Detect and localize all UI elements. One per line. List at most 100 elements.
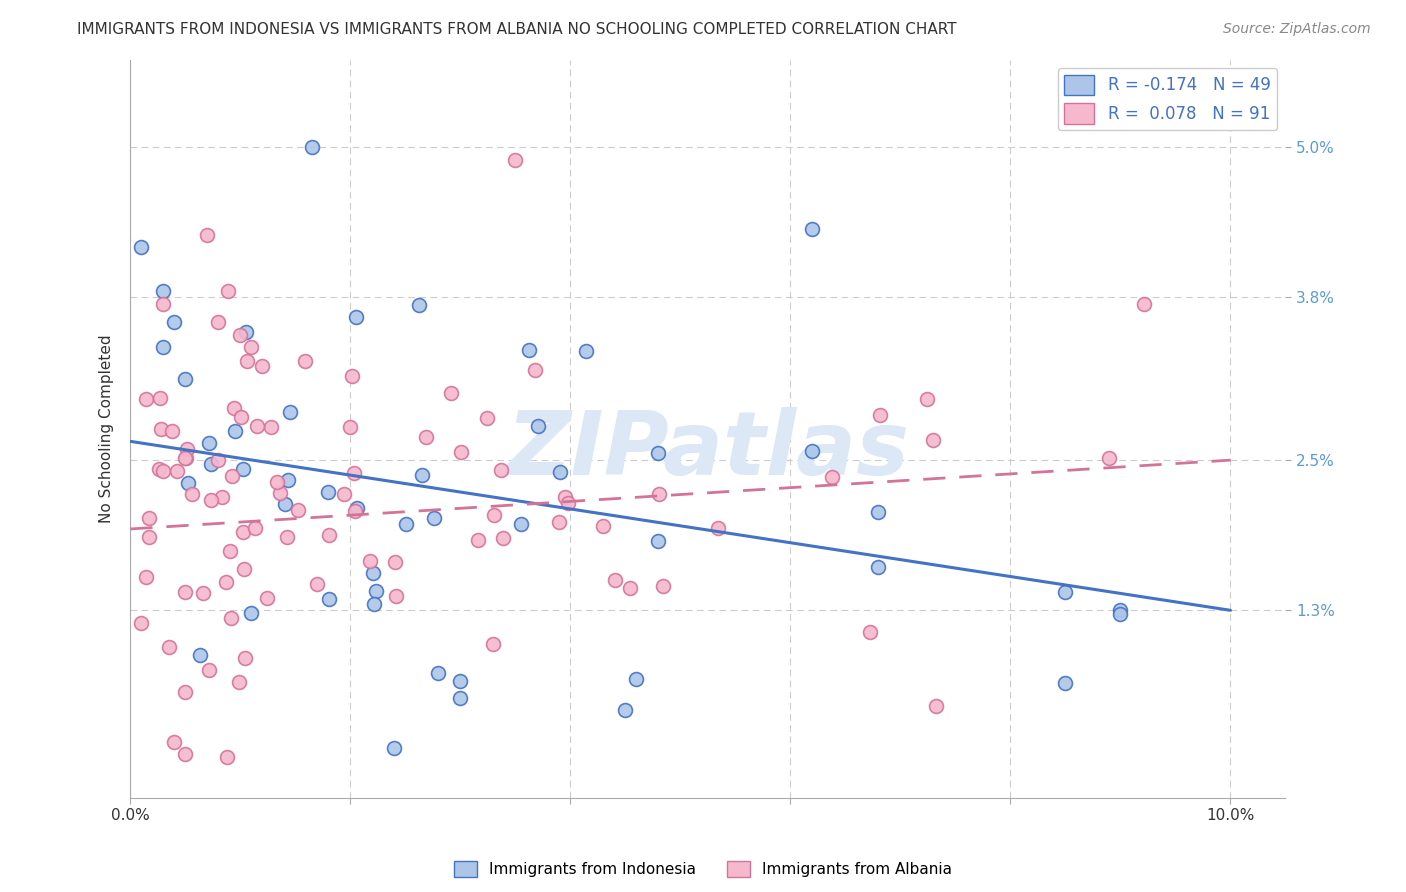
Point [344,310,367,324]
Point [366,583,388,598]
Point [276,530,298,544]
Point [252,359,274,374]
Point [318,591,340,606]
Point [207,452,229,467]
Point [200,457,222,471]
Point [198,435,221,450]
Point [333,486,356,500]
Point [548,465,571,479]
Point [548,515,571,529]
Point [482,637,505,651]
Point [174,747,197,762]
Point [510,516,533,531]
Point [231,410,253,425]
Point [211,491,233,505]
Point [135,570,157,584]
Point [193,586,215,600]
Point [603,574,626,588]
Point [260,420,283,434]
Point [174,450,197,465]
Point [224,401,246,416]
Point [619,581,641,595]
Point [219,543,242,558]
Point [449,690,471,705]
Point [138,530,160,544]
Point [277,473,299,487]
Point [346,501,368,516]
Point [200,493,222,508]
Point [232,462,254,476]
Point [363,598,385,612]
Point [647,487,669,501]
Point [614,703,637,717]
Point [278,405,301,419]
Point [647,446,669,460]
Point [384,555,406,569]
Point [236,353,259,368]
Point [131,615,153,630]
Point [707,520,730,534]
Point [318,485,340,500]
Point [150,422,173,436]
Point [131,240,153,254]
Point [554,490,576,504]
Point [174,451,197,466]
Point [266,475,288,489]
Point [233,650,256,665]
Point [274,497,297,511]
Point [1054,676,1077,690]
Point [138,511,160,525]
Point [505,153,527,167]
Point [217,285,239,299]
Point [229,328,252,343]
Point [395,517,418,532]
Point [1109,603,1132,617]
Point [411,467,433,482]
Point [440,386,463,401]
Point [524,363,547,377]
Point [467,533,489,547]
Point [215,750,238,764]
Text: ZIPatlas: ZIPatlas [506,408,910,494]
Point [492,531,515,545]
Point [415,430,437,444]
Point [318,528,340,542]
Point [294,354,316,368]
Point [152,341,174,355]
Point [162,424,184,438]
Point [232,525,254,540]
Point [215,574,238,589]
Point [174,372,197,386]
Text: IMMIGRANTS FROM INDONESIA VS IMMIGRANTS FROM ALBANIA NO SCHOOLING COMPLETED CORR: IMMIGRANTS FROM INDONESIA VS IMMIGRANTS … [77,22,957,37]
Point [651,578,673,592]
Point [868,505,890,519]
Point [235,325,257,339]
Point [166,464,188,478]
Point [228,675,250,690]
Point [647,534,669,549]
Point [240,606,263,620]
Point [256,591,278,605]
Point [427,665,450,680]
Point [305,577,328,591]
Y-axis label: No Schooling Completed: No Schooling Completed [100,334,114,523]
Point [240,341,263,355]
Point [174,585,197,599]
Point [868,559,890,574]
Point [157,640,180,655]
Point [801,221,824,235]
Point [198,664,221,678]
Point [1098,451,1121,466]
Point [1133,297,1156,311]
Point [915,392,938,406]
Point [361,566,384,581]
Legend: Immigrants from Indonesia, Immigrants from Albania: Immigrants from Indonesia, Immigrants fr… [449,855,957,883]
Point [359,554,381,568]
Point [527,418,550,433]
Point [626,672,648,686]
Point [592,519,614,533]
Point [1109,607,1132,622]
Point [148,462,170,476]
Point [174,685,197,699]
Point [135,392,157,406]
